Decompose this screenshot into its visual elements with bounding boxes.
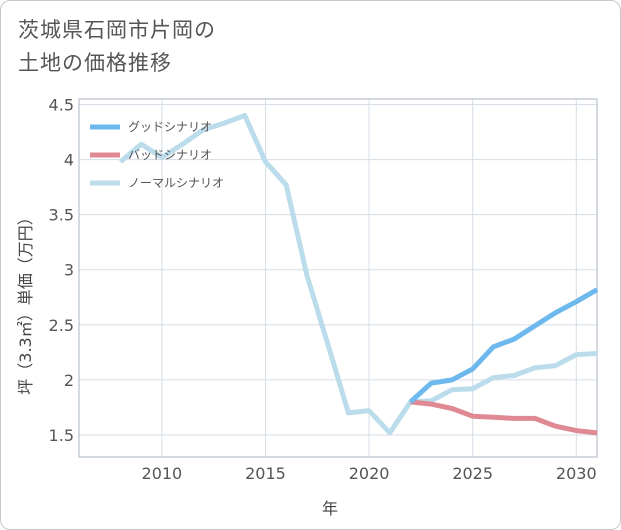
x-tick-label: 2020	[349, 464, 390, 483]
x-axis-title: 年	[322, 499, 338, 518]
y-tick-label: 2.5	[49, 316, 74, 335]
y-tick-label: 3	[64, 261, 74, 280]
x-tick-labels: 2010 2015 2020 2025 2030	[142, 464, 597, 483]
series-line-1	[410, 399, 598, 436]
x-tick-label: 2010	[142, 464, 183, 483]
chart-title: 茨城県石岡市片岡の 土地の価格推移	[18, 14, 216, 80]
x-tick-label: 2015	[245, 464, 286, 483]
series-line-2	[118, 113, 598, 436]
plot-area	[78, 98, 598, 458]
y-tick-labels: 1.5 2 2.5 3 3.5 4 4.5	[49, 96, 74, 445]
series-line-0	[408, 287, 599, 404]
series-lines	[118, 113, 599, 436]
grid-lines	[79, 99, 597, 457]
x-tick-label: 2025	[452, 464, 493, 483]
legend-label-0: グッドシナリオ	[128, 120, 212, 134]
y-tick-label: 2	[64, 371, 74, 390]
y-axis-title: 坪（3.3㎡）単価（万円）	[16, 209, 35, 394]
y-tick-label: 3.5	[49, 206, 74, 225]
y-tick-label: 4	[64, 151, 74, 170]
x-tick-label: 2030	[556, 464, 597, 483]
legend-label-2: ノーマルシナリオ	[128, 176, 224, 190]
chart-title-line-2: 土地の価格推移	[18, 51, 172, 75]
legend-label-1: バッドシナリオ	[128, 148, 212, 162]
y-tick-label: 1.5	[49, 426, 74, 445]
chart-title-line-1: 茨城県石岡市片岡の	[18, 18, 216, 42]
y-tick-label: 4.5	[49, 96, 74, 115]
